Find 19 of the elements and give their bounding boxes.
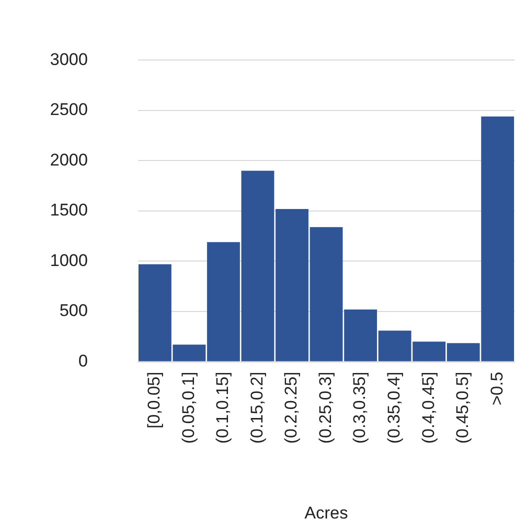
x-tick-label: (0.15,0.2] (247, 372, 266, 444)
y-tick-label: 2500 (50, 100, 88, 120)
x-tick-label: (0.4,0.45] (418, 372, 438, 444)
x-tick-label: >0.5 (487, 372, 506, 406)
y-tick-label: 500 (59, 301, 88, 320)
y-tick-label: 1500 (50, 200, 88, 220)
x-tick-label: (0.05,0.1] (178, 372, 198, 444)
y-tick-label: 0 (78, 351, 88, 370)
x-tick-label: (0.25,0.3] (316, 372, 335, 444)
x-tick-label: (0.45,0.5] (453, 372, 472, 444)
y-tick-label: 1000 (50, 250, 88, 270)
x-tick-label: [0,0.05] (144, 372, 164, 428)
x-tick-label: (0.1,0.15] (213, 372, 232, 444)
x-tick-label: (0.3,0.35] (350, 372, 370, 444)
x-tick-label: (0.2,0.25] (282, 372, 301, 444)
y-tick-label: 2000 (50, 150, 88, 170)
x-tick-label: (0.35,0.4] (384, 372, 404, 444)
y-tick-label: 3000 (50, 50, 88, 69)
x-axis-title: Acres (304, 503, 348, 522)
